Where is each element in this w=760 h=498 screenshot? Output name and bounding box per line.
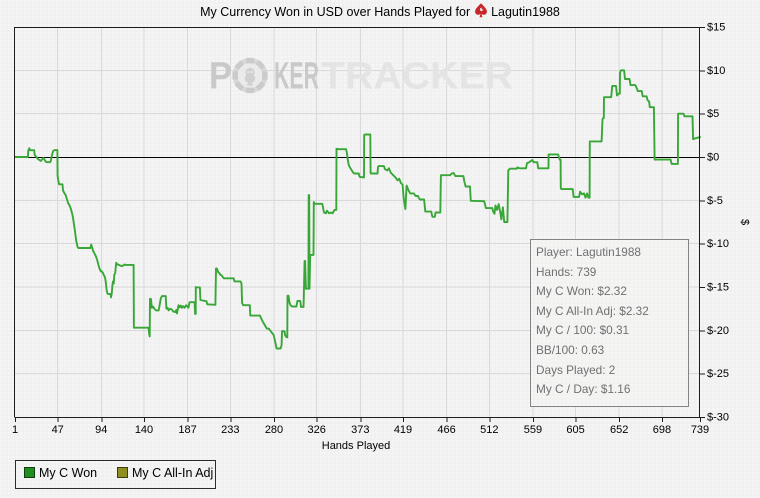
- svg-text:$-25: $-25: [707, 368, 729, 380]
- svg-text:$0: $0: [707, 152, 719, 164]
- svg-text:$-15: $-15: [707, 282, 729, 294]
- svg-text:652: 652: [610, 424, 628, 436]
- svg-text:$-10: $-10: [707, 238, 729, 250]
- svg-text:233: 233: [221, 424, 239, 436]
- svg-text:P: P: [209, 56, 232, 98]
- svg-text:$-5: $-5: [707, 195, 723, 207]
- svg-text:466: 466: [437, 424, 455, 436]
- svg-text:419: 419: [394, 424, 412, 436]
- svg-text:605: 605: [566, 424, 584, 436]
- svg-text:$-30: $-30: [707, 412, 729, 424]
- svg-text:$5: $5: [707, 108, 719, 120]
- svg-text:512: 512: [480, 424, 498, 436]
- svg-text:$-20: $-20: [707, 325, 729, 337]
- svg-text:$: $: [739, 219, 751, 225]
- svg-text:KER: KER: [274, 56, 319, 98]
- svg-text:94: 94: [95, 424, 107, 436]
- svg-text:$15: $15: [707, 22, 725, 34]
- svg-text:TRACKER: TRACKER: [321, 56, 513, 98]
- svg-text:280: 280: [265, 424, 283, 436]
- svg-text:698: 698: [653, 424, 671, 436]
- svg-text:1: 1: [12, 424, 18, 436]
- svg-text:326: 326: [308, 424, 326, 436]
- svg-text:Hands Played: Hands Played: [322, 440, 391, 452]
- svg-text:559: 559: [524, 424, 542, 436]
- svg-text:$10: $10: [707, 65, 725, 77]
- svg-text:47: 47: [52, 424, 64, 436]
- svg-text:187: 187: [178, 424, 196, 436]
- svg-text:373: 373: [351, 424, 369, 436]
- svg-text:140: 140: [135, 424, 153, 436]
- svg-text:739: 739: [691, 424, 709, 436]
